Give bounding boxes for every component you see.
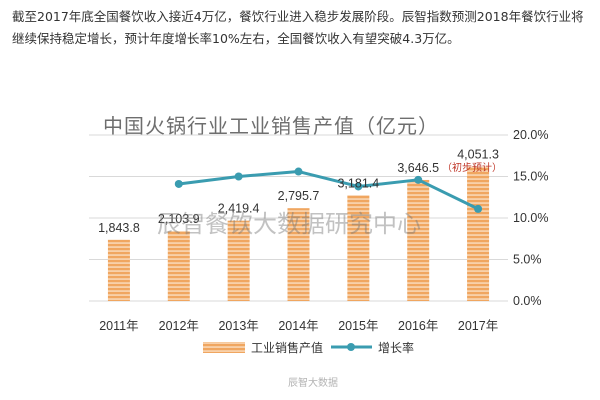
legend-line-label: 增长率 <box>378 340 414 355</box>
bar-value-label: 1,843.8 <box>98 221 140 235</box>
bar-value-label: 4,051.3 <box>457 147 499 161</box>
y-tick-label: 20.0% <box>513 128 548 142</box>
growth-point <box>174 179 183 188</box>
bar <box>227 220 250 301</box>
bar <box>467 166 490 301</box>
bar-value-label: 3,646.5 <box>397 161 439 175</box>
growth-line <box>174 167 483 213</box>
x-tick-label: 2013年 <box>218 319 258 333</box>
y-right-axis-ticks: 0.0% 5.0% 10.0% 15.0% 20.0% <box>513 128 548 308</box>
x-tick-label: 2017年 <box>458 319 498 333</box>
y-tick-label: 5.0% <box>513 253 542 267</box>
x-tick-label: 2015年 <box>338 319 378 333</box>
watermark: 辰智餐饮大数据研究中心 <box>157 210 421 238</box>
legend-bar-swatch <box>203 342 245 353</box>
x-tick-label: 2014年 <box>278 319 318 333</box>
bar <box>107 239 130 301</box>
y-tick-label: 15.0% <box>513 170 548 184</box>
growth-line-path <box>178 170 479 211</box>
growth-point <box>414 175 423 184</box>
legend-bar-label: 工业销售产值 <box>251 340 323 355</box>
bar <box>347 195 370 301</box>
y-tick-label: 0.0% <box>513 294 542 308</box>
bars <box>107 166 490 301</box>
x-axis-ticks: 2011年 2012年 2013年 2014年 2015年 2016年 2017年 <box>99 319 498 333</box>
growth-point <box>234 172 243 181</box>
growth-point <box>294 167 303 176</box>
x-tick-label: 2011年 <box>99 319 138 333</box>
bar-value-label: 2,103.9 <box>158 212 200 226</box>
y-tick-label: 10.0% <box>513 211 548 225</box>
x-tick-label: 2012年 <box>159 319 199 333</box>
bar <box>167 231 190 301</box>
legend: 工业销售产值 增长率 <box>203 340 414 355</box>
chart-title: 中国火锅行业工业销售产值（亿元） <box>103 114 439 138</box>
bar-value-label: 2,795.7 <box>278 189 320 203</box>
x-tick-label: 2016年 <box>398 319 438 333</box>
legend-line-marker <box>347 343 355 351</box>
weibo-watermark: 辰智大数据 <box>288 376 338 389</box>
bar <box>287 208 310 301</box>
article-text: 截至2017年底全国餐饮收入接近4万亿，餐饮行业进入稳步发展阶段。辰智指数预测2… <box>12 9 584 46</box>
bar-value-labels: 1,843.8 2,103.9 2,419.4 2,795.7 3,181.4 3,646… <box>98 147 499 234</box>
bar-value-label: 3,181.4 <box>337 176 379 190</box>
growth-point <box>474 204 483 213</box>
growth-point <box>354 182 363 191</box>
bar <box>407 179 430 301</box>
annotation-estimate: （初步预计） <box>442 161 502 174</box>
bar-value-label: 2,419.4 <box>218 202 260 216</box>
